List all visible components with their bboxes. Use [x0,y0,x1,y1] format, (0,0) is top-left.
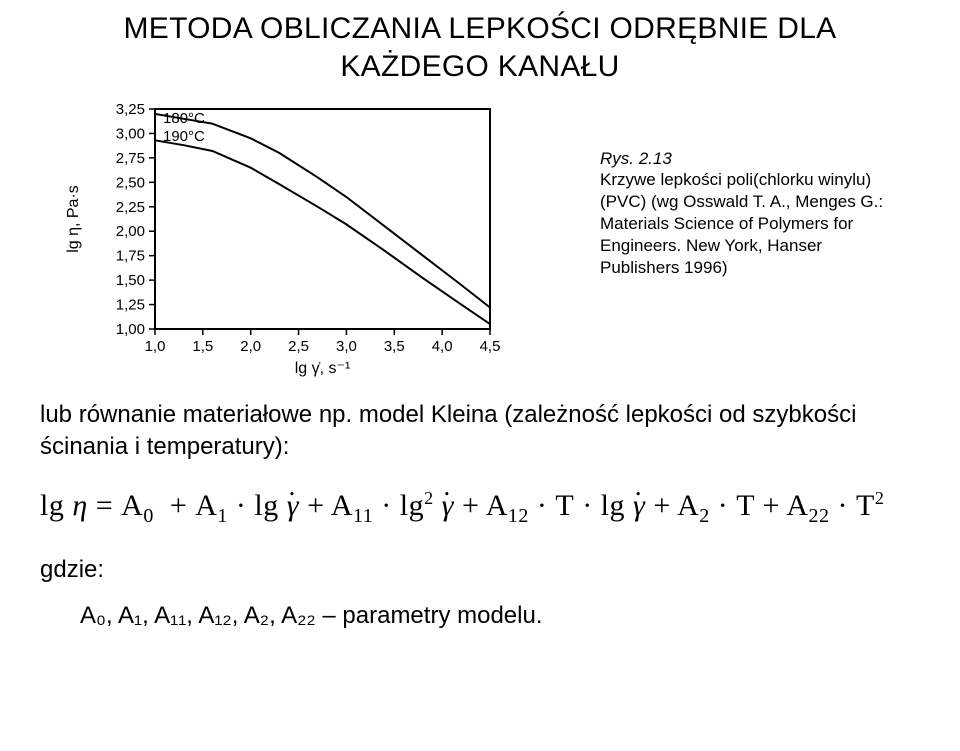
svg-text:2,5: 2,5 [288,338,309,355]
sub-a11: 11 [353,505,373,527]
svg-text:1,0: 1,0 [145,338,166,355]
svg-text:180°C: 180°C [163,110,205,127]
svg-text:1,00: 1,00 [116,321,145,338]
title-line1: METODA OBLICZANIA LEPKOŚCI ODRĘBNIE DLA [123,12,836,45]
svg-text:3,5: 3,5 [384,338,405,355]
sub-a1: 1 [217,505,228,527]
svg-text:2,0: 2,0 [240,338,261,355]
sub-a12: 12 [508,505,529,527]
svg-text:2,00: 2,00 [116,223,145,240]
svg-text:1,75: 1,75 [116,248,145,265]
svg-text:3,0: 3,0 [336,338,357,355]
svg-text:1,25: 1,25 [116,297,145,314]
figure-row: 1,00 1,25 1,50 1,75 2,00 2,25 2,50 2,75 3,00 3,25… [60,99,940,379]
chart-svg: 1,00 1,25 1,50 1,75 2,00 2,25 2,50 2,75 3,00 3,25… [60,99,580,379]
svg-text:3,25: 3,25 [116,101,145,118]
params-line: A₀, A₁, A₁₁, A₁₂, A₂, A₂₂ – parametry mo… [80,602,940,630]
sub-a0: 0 [143,505,154,527]
svg-text:190°C: 190°C [163,128,205,145]
svg-text:4,5: 4,5 [480,338,501,355]
caption-label: Rys. 2.13 [600,149,900,169]
chart-container: 1,00 1,25 1,50 1,75 2,00 2,25 2,50 2,75 3,00 3,25… [60,99,580,379]
svg-text:2,25: 2,25 [116,199,145,216]
caption-text: Krzywe lepkości poli(chlorku winylu) (PV… [600,169,900,279]
svg-text:lg γ̇, s⁻¹: lg γ̇, s⁻¹ [295,360,351,377]
page-title: METODA OBLICZANIA LEPKOŚCI ODRĘBNIE DLA … [20,10,940,85]
svg-text:4,0: 4,0 [432,338,453,355]
equation: lg η = A0 + A1 · lg γ + A11 · lg2 γ + A1… [40,488,940,528]
sub-a2: 2 [699,505,710,527]
figure-caption: Rys. 2.13 Krzywe lepkości poli(chlorku w… [600,149,900,279]
svg-text:2,75: 2,75 [116,150,145,167]
title-line2: KAŻDEGO KANAŁU [340,50,619,83]
svg-text:1,5: 1,5 [192,338,213,355]
svg-text:1,50: 1,50 [116,272,145,289]
paragraph: lub równanie materiałowe np. model Klein… [40,399,900,464]
gdzie-label: gdzie: [40,556,940,584]
svg-text:lg η, Pa·s: lg η, Pa·s [65,185,82,253]
svg-text:3,00: 3,00 [116,125,145,142]
sub-a22: 22 [808,505,829,527]
svg-text:2,50: 2,50 [116,174,145,191]
